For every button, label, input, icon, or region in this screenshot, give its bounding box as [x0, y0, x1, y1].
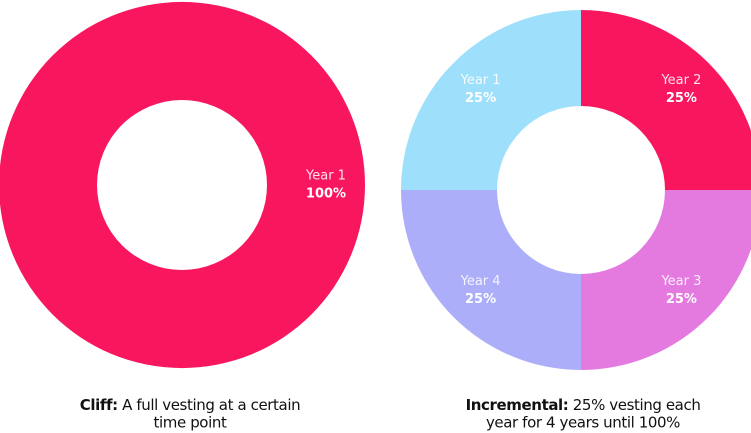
segment-value-label: 25%	[666, 292, 697, 307]
caption: Incremental: 25% vesting each	[466, 396, 701, 414]
donut-segment	[581, 10, 751, 190]
segment-value-label: 25%	[465, 292, 496, 307]
caption: Cliff: A full vesting at a certain	[80, 396, 300, 414]
segment-category: Year 3	[660, 274, 701, 289]
caption-line: A full vesting at a certain	[122, 396, 300, 414]
donut-segment	[581, 190, 751, 370]
caption-bold: Incremental:	[466, 396, 569, 414]
caption-bold: Cliff:	[80, 396, 118, 414]
segment-category: Year 2	[660, 73, 701, 88]
segment-value-label: 100%	[306, 187, 346, 202]
segment-category: Year 1	[305, 169, 346, 184]
segment-value-label: 25%	[465, 91, 496, 106]
donut-segment	[0, 2, 365, 368]
segment-category: Year 4	[460, 274, 501, 289]
caption-line: time point	[154, 414, 227, 432]
donut-segment	[401, 190, 581, 370]
caption-line: year for 4 years until 100%	[486, 414, 680, 432]
caption-line: 25% vesting each	[573, 396, 701, 414]
donut-segment	[401, 10, 581, 190]
segment-category: Year 1	[460, 73, 501, 88]
segment-value-label: 25%	[666, 91, 697, 106]
